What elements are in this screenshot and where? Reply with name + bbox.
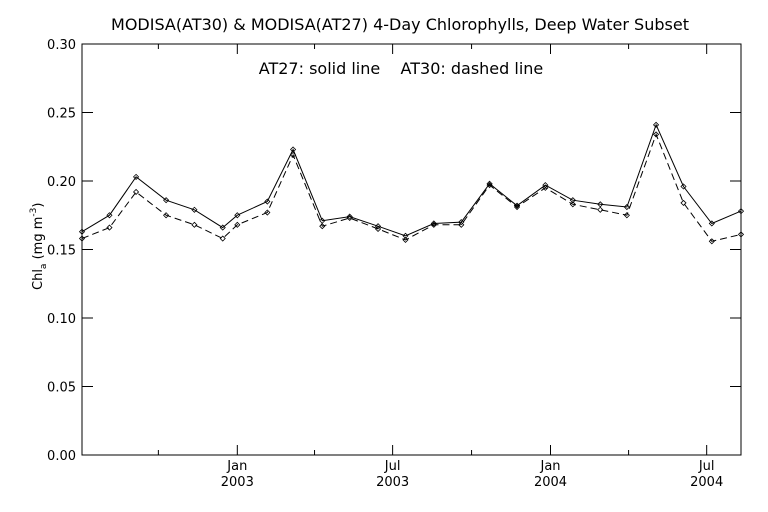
data-point-at30 [219, 235, 226, 242]
series-line-at27 [81, 123, 742, 237]
data-point-at30 [402, 236, 409, 243]
data-point-at30 [597, 206, 604, 213]
data-point-at27 [132, 173, 140, 180]
data-point-at27 [680, 183, 687, 190]
data-point-at30 [652, 131, 660, 138]
data-point-at30 [163, 212, 170, 219]
data-point-at27 [708, 220, 715, 227]
data-series [78, 121, 745, 245]
data-point-at30 [680, 199, 687, 206]
data-point-at27 [163, 197, 170, 204]
y-tick-label: 0.30 [47, 38, 76, 53]
data-point-at27 [513, 202, 521, 209]
data-point-at30 [513, 203, 521, 211]
x-tick-year-label: 2004 [534, 475, 567, 490]
data-point-at30 [106, 224, 113, 231]
x-tick-month-label: Jan [226, 459, 247, 474]
data-point-at30 [290, 151, 297, 159]
x-tick-year-label: 2003 [376, 475, 409, 490]
data-point-at27 [191, 206, 198, 213]
axes: 0.000.050.100.150.200.250.30Jan2003Jul20… [47, 38, 741, 490]
y-tick-label: 0.10 [47, 312, 76, 327]
plot-frame [81, 43, 742, 456]
data-point-at27 [569, 197, 576, 204]
data-point-at27 [234, 212, 241, 219]
data-point-at30 [264, 209, 271, 216]
data-point-at30 [430, 221, 437, 228]
data-point-at27 [106, 212, 113, 219]
y-tick-label: 0.25 [47, 107, 76, 122]
y-tick-label: 0.00 [47, 449, 76, 464]
data-point-at27 [346, 213, 353, 220]
data-point-at30 [319, 223, 326, 230]
y-tick-label: 0.20 [47, 175, 76, 190]
data-point-at27 [486, 180, 493, 187]
y-axis-label: Chla (mg m-3) [29, 203, 49, 290]
data-point-at30 [542, 184, 549, 191]
data-point-at30 [486, 182, 493, 189]
data-point-at27 [623, 203, 630, 211]
data-point-at27 [78, 228, 86, 235]
x-tick-month-label: Jul [698, 459, 715, 474]
data-point-at30 [234, 221, 241, 228]
x-tick-year-label: 2003 [221, 475, 254, 490]
data-point-at27 [430, 220, 437, 227]
data-point-at30 [623, 212, 630, 219]
data-point-at30 [78, 235, 86, 242]
data-point-at30 [374, 225, 382, 233]
data-point-at27 [458, 219, 465, 226]
data-point-at30 [737, 231, 745, 238]
data-point-at30 [569, 201, 576, 208]
data-point-at30 [132, 188, 140, 196]
data-point-at30 [346, 214, 353, 222]
x-tick-month-label: Jan [539, 459, 560, 474]
data-point-at27 [219, 224, 226, 231]
chart-title: MODISA(AT30) & MODISA(AT27) 4-Day Chloro… [111, 15, 689, 34]
data-point-at30 [708, 238, 715, 245]
data-point-at27 [737, 208, 745, 215]
data-point-at27 [652, 121, 660, 128]
series-line-at30 [81, 132, 742, 242]
data-point-at30 [191, 221, 198, 228]
line-style-legend: AT27: solid line AT30: dashed line [259, 59, 544, 78]
x-tick-month-label: Jul [384, 459, 401, 474]
data-point-at27 [264, 198, 271, 205]
y-tick-label: 0.05 [47, 381, 76, 396]
data-point-at30 [458, 221, 465, 228]
x-tick-year-label: 2004 [690, 475, 723, 490]
y-tick-label: 0.15 [47, 244, 76, 259]
data-point-at27 [402, 232, 409, 239]
